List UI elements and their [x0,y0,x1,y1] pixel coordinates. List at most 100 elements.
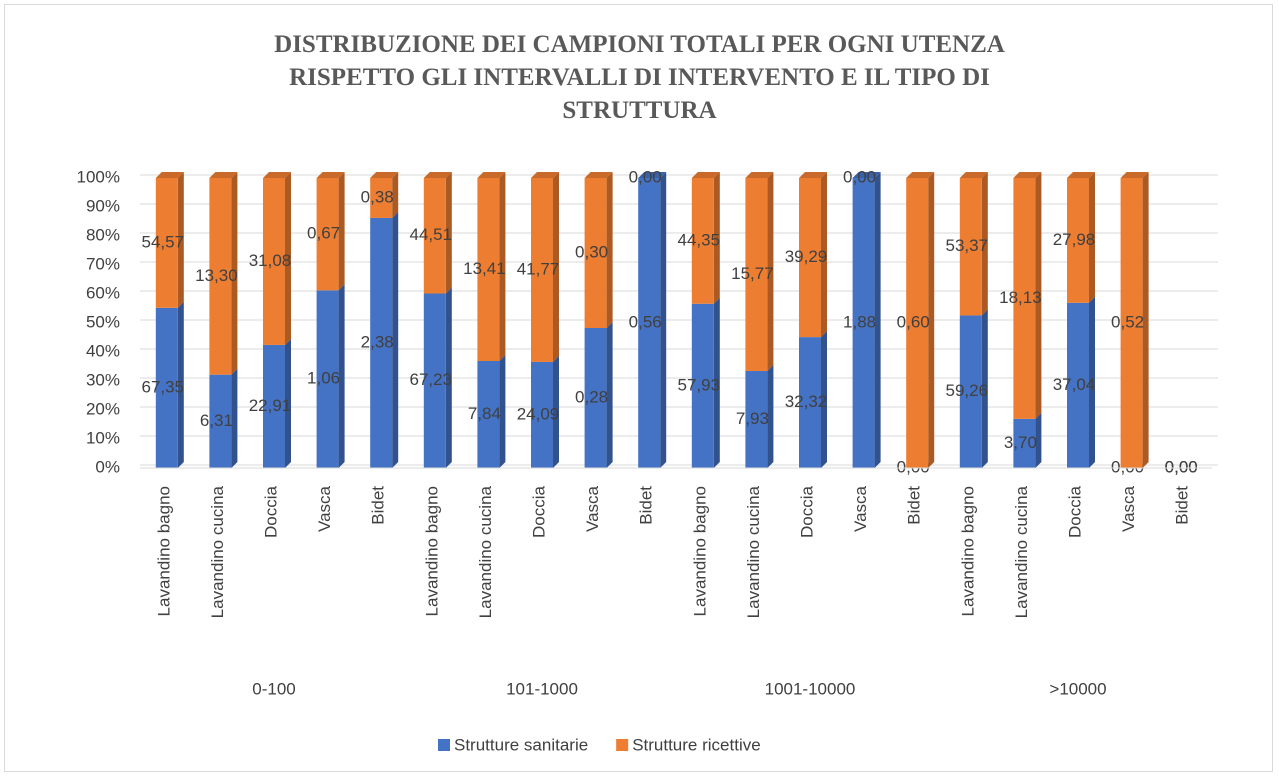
group-label: 0-100 [252,679,295,698]
data-label: 0,67 [307,224,340,243]
bar-side [928,172,935,468]
data-label: 0,52 [1111,312,1144,331]
bar-side [1142,172,1149,468]
bar-side [1035,412,1042,468]
data-label: 44,35 [678,230,721,249]
data-label: 1,06 [307,369,340,388]
data-label: 57,93 [678,375,721,394]
y-tick-label: 20% [86,399,120,418]
data-label: 41,77 [517,259,560,278]
x-tick-label: Lavandino cucina [744,485,763,618]
y-tick-label: 40% [86,341,120,360]
bar [852,178,875,468]
bar-side [553,355,559,468]
group-label: 101-1000 [506,679,578,698]
x-tick-label: Bidet [369,486,388,525]
data-label: 0,56 [629,312,662,331]
bar [584,178,607,328]
bar [370,178,393,218]
data-label: 22,91 [249,396,292,415]
legend-label: Strutture ricettive [632,735,761,754]
bar-side [660,172,667,468]
bar-top [906,172,935,178]
bar-side [1035,172,1042,419]
data-label: 2,38 [361,332,394,351]
bar-side [177,301,184,468]
bar [691,303,714,468]
bar [745,370,768,468]
bar-top [745,172,774,178]
x-tick-label: Vasca [315,485,334,532]
bar-side [1089,172,1095,303]
bar [638,178,661,468]
bar [1120,178,1143,468]
bar-top [370,172,399,178]
y-tick-label: 50% [86,312,120,331]
bar-side [713,297,720,468]
bar [155,307,178,468]
bar-top [799,172,827,178]
bar-side [1089,296,1095,468]
x-tick-label: Lavandino bagno [154,486,173,616]
title-box: DISTRIBUZIONE DEI CAMPIONI TOTALI PER OG… [0,28,1279,127]
bar [423,178,446,294]
bar-side [285,172,291,345]
bar [959,178,982,316]
bar [531,178,553,362]
x-tick-label: Lavandino bagno [422,486,441,616]
chart-title: DISTRIBUZIONE DEI CAMPIONI TOTALI PER OG… [274,31,1005,124]
x-tick-label: Doccia [1065,485,1084,538]
data-label: 54,57 [142,232,185,251]
bar-side [981,172,988,316]
bar-side [821,172,827,338]
bar [691,178,714,304]
bar [1067,302,1089,468]
bar-side [981,309,988,468]
bar-top [691,172,720,178]
bar-side [767,172,774,371]
bar [1067,178,1089,303]
legend-swatch [616,739,629,751]
bar [316,178,339,291]
bar-side [445,287,452,468]
data-label: 0,30 [575,242,608,261]
bar-top [316,172,345,178]
data-label: 1,88 [843,312,876,331]
bar-side [231,172,238,375]
bar [209,374,232,468]
bar [316,290,339,468]
bar [906,178,929,468]
bar-top [852,172,881,178]
bar [584,328,607,468]
bar-side [445,172,452,294]
x-tick-label: Doccia [261,485,280,538]
data-label: 3,70 [1004,433,1037,452]
data-label: 18,13 [999,288,1042,307]
y-tick-label: 80% [86,225,120,244]
data-label: 0,38 [361,187,394,206]
bar [1013,178,1036,419]
x-tick-label: Lavandino bagno [958,486,977,616]
data-label: 6,31 [200,411,233,430]
bar-top [959,172,988,178]
bar-side [392,172,399,218]
bar [370,217,393,468]
data-label: 31,08 [249,251,292,270]
bar-top [1067,172,1095,178]
bar-top [155,172,184,178]
data-label: 24,09 [517,404,560,423]
bar-top [477,172,506,178]
bar-side [553,172,559,362]
y-tick-label: 70% [86,254,120,273]
x-tick-label: Bidet [905,486,924,525]
data-label: 7,93 [736,409,769,428]
bar [263,178,285,345]
bar [477,361,500,468]
data-label: 15,77 [731,264,774,283]
bar-top [209,172,238,178]
bar-side [231,368,238,468]
data-label: 0,00 [1165,457,1198,476]
bar [745,178,768,371]
data-label: 0,00 [629,167,662,186]
